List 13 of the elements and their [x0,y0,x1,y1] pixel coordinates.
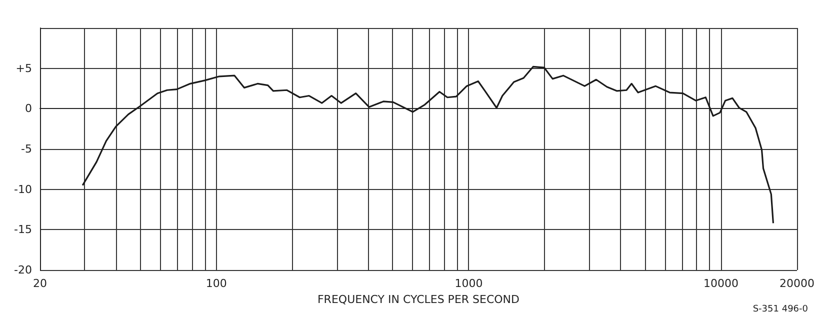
x-tick-label: 20 [33,277,47,290]
x-tick-label: 10000 [704,277,739,290]
x-tick-label: 100 [206,277,227,290]
x-tick-label: 1000 [454,277,483,290]
y-tick-label: -20 [14,264,32,276]
y-tick-label: -10 [14,182,32,196]
x-tick-label: 20000 [780,277,814,290]
y-tick-label: -15 [14,223,32,236]
text: S-351 496-0 [752,304,808,314]
x-axis-title: FREQUENCY IN CYCLES PER SECOND [317,293,520,306]
y-tick-label: -5 [21,142,32,156]
y-tick-label: 0 [25,102,32,116]
y-tick-label: +5 [16,62,32,75]
